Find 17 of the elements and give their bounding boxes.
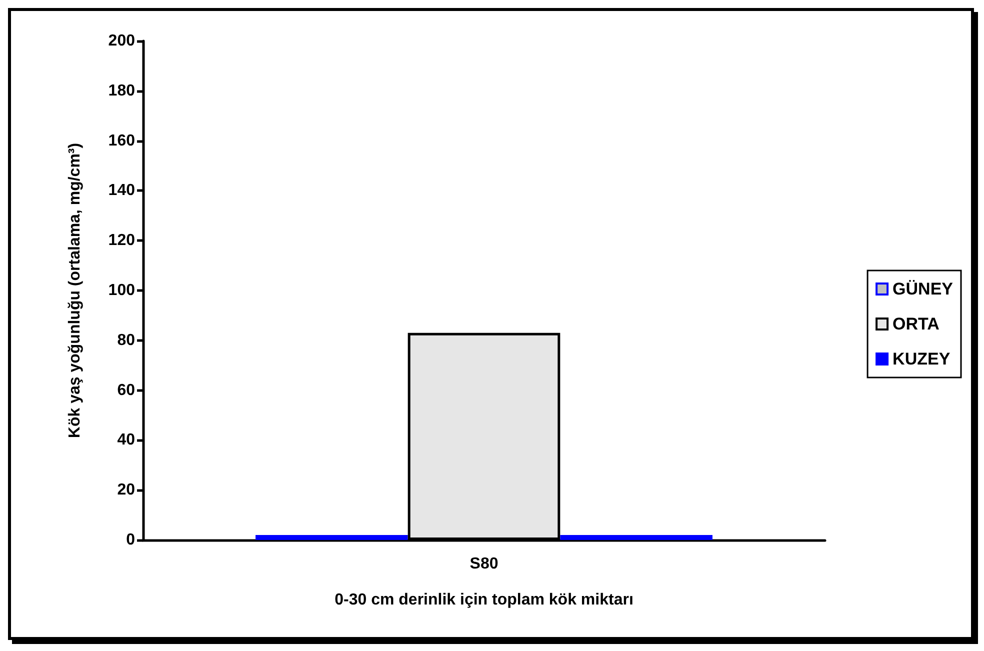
- y-tick-label: 120: [108, 232, 136, 250]
- y-tick-label: 40: [117, 432, 136, 449]
- y-tick-label: 180: [108, 82, 136, 100]
- y-tick-label: 100: [108, 282, 136, 299]
- y-tick-label: 0: [126, 532, 136, 548]
- y-tick-label: 160: [108, 132, 136, 150]
- x-axis-title: 0-30 cm derinlik için toplam kök miktarı: [334, 592, 634, 608]
- y-axis-title: Kök yaş yoğunluğu (ortalama, mg/cm³): [66, 142, 84, 438]
- y-tick-label: 60: [117, 382, 136, 399]
- legend-label: ORTA: [892, 314, 940, 334]
- y-tick-label: 20: [117, 482, 136, 499]
- y-tick-label: 140: [108, 182, 136, 200]
- y-tick-label: 80: [117, 332, 136, 349]
- x-tick-label: S80: [470, 556, 498, 572]
- legend-label: KUZEY: [892, 350, 951, 368]
- legend-label: GÜNEY: [892, 280, 954, 298]
- y-tick-label: 200: [108, 32, 136, 50]
